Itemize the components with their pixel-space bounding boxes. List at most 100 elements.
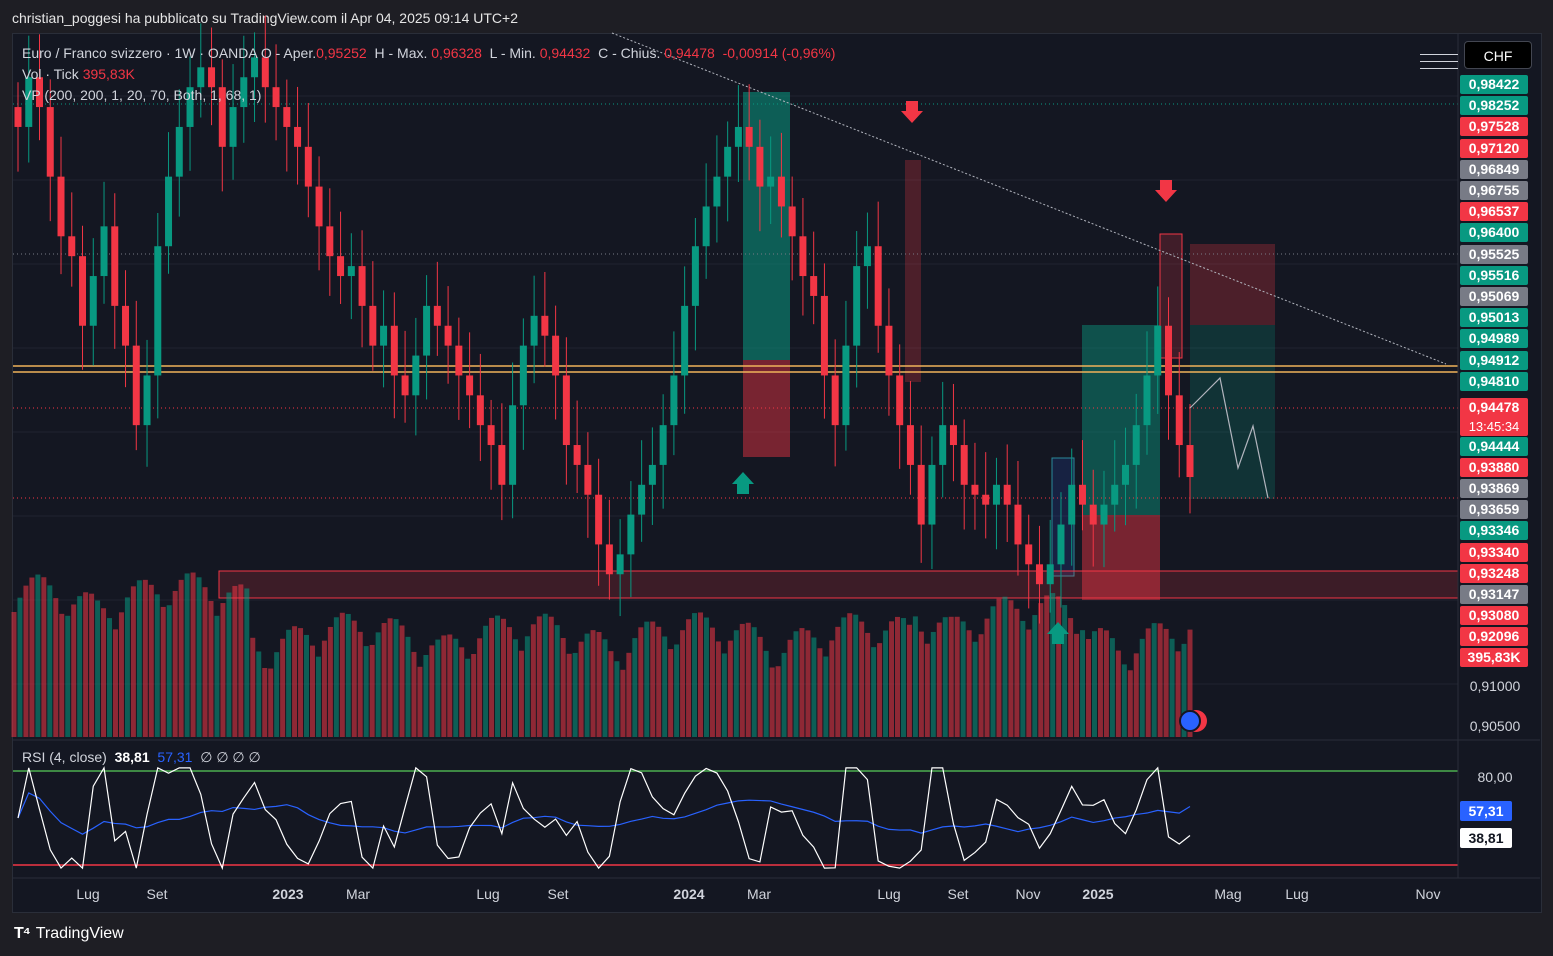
projection-path xyxy=(1189,376,1269,499)
price-tag: 0,93659 xyxy=(1460,500,1528,520)
candle-body xyxy=(1186,445,1194,478)
volume-bar xyxy=(1145,628,1151,737)
volume-bar xyxy=(578,641,584,737)
candle-body xyxy=(315,186,323,227)
vp-legend[interactable]: VP (200, 200, 1, 20, 70, Both, 1, 68, 1) xyxy=(22,85,261,106)
candle-body xyxy=(702,206,710,247)
volume-bar xyxy=(650,621,656,737)
candle-body xyxy=(1025,544,1033,565)
candle-body xyxy=(713,176,721,207)
volume-bar xyxy=(512,639,518,737)
candle-body xyxy=(788,206,796,237)
volume-bar xyxy=(572,652,578,737)
volume-bar xyxy=(1062,605,1068,737)
volume-bar xyxy=(345,613,351,737)
candle-body xyxy=(229,107,237,147)
volume-bar xyxy=(148,584,154,737)
menu-icon[interactable] xyxy=(1420,54,1458,80)
volume-legend[interactable]: Vol · Tick 395,83K xyxy=(22,64,135,85)
volume-bar xyxy=(477,638,483,737)
candle-body xyxy=(670,375,678,426)
volume-bar xyxy=(256,651,262,737)
candle-body xyxy=(616,554,624,575)
down-arrow-icon xyxy=(901,101,923,123)
volume-bar xyxy=(841,617,847,737)
price-tag: 0,96400 xyxy=(1460,223,1528,243)
price-tag: 0,92096 xyxy=(1460,626,1528,646)
volume-bar xyxy=(232,585,238,737)
currency-button[interactable]: CHF xyxy=(1464,41,1532,69)
candle-body xyxy=(928,464,936,525)
candle-body xyxy=(111,226,119,306)
candle-body xyxy=(831,375,839,426)
candle-body xyxy=(175,126,183,177)
candle-body xyxy=(294,126,302,147)
candle-body xyxy=(1078,484,1086,505)
volume-bar xyxy=(912,616,918,737)
volume-bar xyxy=(721,653,727,737)
rsi-label: RSI (4, close) xyxy=(22,749,107,765)
price-tag: 0,96755 xyxy=(1460,181,1528,200)
price-tag: 0,93346 xyxy=(1460,521,1528,541)
volume-bar xyxy=(829,640,835,737)
up-arrow-icon xyxy=(1047,622,1069,644)
bar-countdown: 13:45:34 xyxy=(1468,419,1520,434)
candle-body xyxy=(46,107,54,177)
volume-bar xyxy=(620,669,626,737)
rsi-legend[interactable]: RSI (4, close) 38,81 57,31 ∅ ∅ ∅ ∅ xyxy=(22,747,261,768)
time-axis-label: Mar xyxy=(345,886,371,902)
price-tag: 0,93147 xyxy=(1460,584,1528,604)
candle-body xyxy=(401,375,409,396)
symbol-title[interactable]: Euro / Franco svizzero · 1W · OANDA xyxy=(22,45,257,61)
time-axis-label: Lug xyxy=(1285,886,1309,902)
volume-bar xyxy=(1163,628,1169,737)
volume-bar xyxy=(202,587,208,737)
short-stop-zone xyxy=(1190,244,1275,325)
volume-bar xyxy=(948,616,954,737)
volume-bar xyxy=(859,621,865,737)
price-tag: 0,97120 xyxy=(1460,138,1528,158)
volume-bar xyxy=(960,621,966,737)
volume-bar xyxy=(692,613,698,737)
tradingview-brand[interactable]: T⁴ TradingView xyxy=(14,925,124,943)
candle-body xyxy=(627,514,635,555)
candle-body xyxy=(1046,564,1054,585)
volume-bar xyxy=(656,626,662,737)
price-tag: 0,94444 xyxy=(1460,437,1528,456)
candle-body xyxy=(1175,395,1183,446)
volume-bar xyxy=(387,618,393,737)
volume-bar xyxy=(1074,633,1080,737)
candle-body xyxy=(842,345,850,426)
candle-body xyxy=(691,246,699,306)
volume-bar xyxy=(1038,603,1044,737)
price-tag: 0,93248 xyxy=(1460,563,1528,583)
time-axis-label: Set xyxy=(146,886,168,902)
rsi-ma-value: 57,31 xyxy=(157,749,193,765)
volume-bar xyxy=(1175,651,1181,737)
volume-bar xyxy=(614,661,620,737)
volume-bar xyxy=(124,597,130,737)
volume-bar xyxy=(733,630,739,737)
candle-body xyxy=(79,256,87,326)
volume-bar xyxy=(1103,630,1109,737)
volume-bar xyxy=(966,630,972,737)
volume-bar xyxy=(787,639,793,737)
volume-bar xyxy=(506,627,512,737)
candle-body xyxy=(1143,375,1151,426)
volume-bar xyxy=(130,586,136,737)
volume-bar xyxy=(954,616,960,737)
volume-bar xyxy=(680,630,686,737)
change-value: -0,00914 (-0,96%) xyxy=(722,45,836,61)
volume-bar xyxy=(775,666,781,737)
volume-bar xyxy=(1181,643,1187,737)
volume-bar xyxy=(697,612,703,737)
candle-body xyxy=(1164,325,1172,396)
volume-bar xyxy=(1080,630,1086,737)
volume-bar xyxy=(101,608,107,737)
time-axis-label: Nov xyxy=(1015,886,1041,902)
candle-body xyxy=(605,544,613,575)
candle-body xyxy=(132,345,140,426)
volume-bar xyxy=(172,590,178,737)
rsi-extras: ∅ ∅ ∅ ∅ xyxy=(200,749,261,765)
